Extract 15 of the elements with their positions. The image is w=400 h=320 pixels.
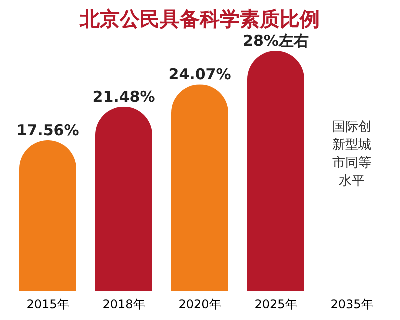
x-tick-label: 2035年: [330, 298, 374, 312]
bar: [172, 84, 228, 291]
x-tick-label: 2020年: [178, 298, 222, 312]
data-label: 24.07%: [168, 66, 232, 84]
x-tick-label: 2025年: [254, 298, 298, 312]
chart-title: 北京公民具备科学素质比例: [79, 7, 320, 31]
data-label: 28%左右: [243, 32, 309, 50]
annotation: 国际创新型城市同等水平: [332, 120, 372, 189]
data-label: 17.56%: [16, 121, 80, 140]
x-tick-label: 2015年: [26, 298, 70, 312]
data-label: 21.48%: [92, 88, 156, 106]
bar: [96, 106, 152, 291]
x-tick-label: 2018年: [102, 298, 146, 312]
bar: [20, 140, 76, 291]
bar: [248, 51, 304, 291]
